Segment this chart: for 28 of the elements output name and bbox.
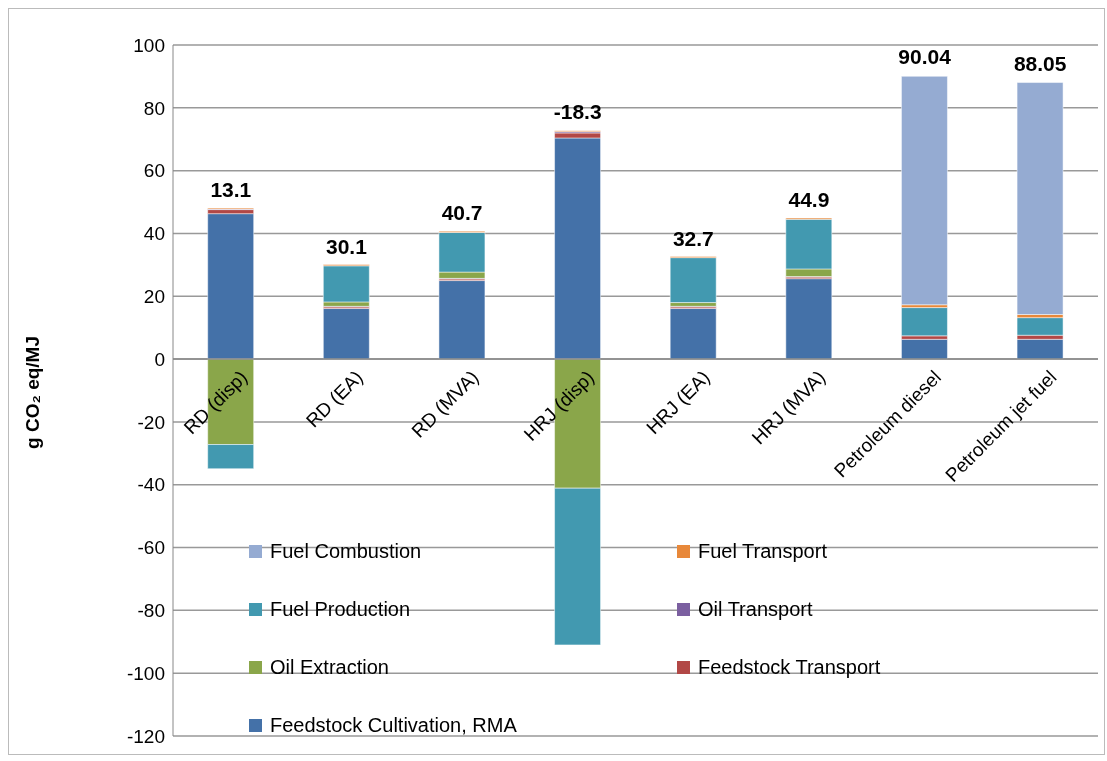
y-tick-label: -80 [137, 600, 165, 622]
total-label: 32.7 [672, 226, 714, 250]
y-axis-title: g CO₂ eq/MJ [22, 336, 43, 449]
total-label: 88.05 [1013, 51, 1067, 75]
total-label: 44.9 [788, 188, 830, 212]
legend-label: Oil Transport [698, 597, 813, 621]
y-tick-label: -60 [137, 537, 165, 559]
y-tick-label: 0 [154, 348, 165, 370]
total-label: 40.7 [441, 201, 483, 225]
y-tick-label: 100 [133, 34, 165, 56]
legend-label: Fuel Production [270, 597, 411, 621]
y-tick-label: -100 [126, 662, 165, 684]
y-tick-label: -20 [137, 411, 165, 433]
total-label: 30.1 [326, 234, 368, 258]
y-tick-label: 60 [143, 160, 165, 182]
y-tick-label: 80 [143, 97, 165, 119]
total-label: 90.04 [898, 45, 952, 69]
y-tick-label: 20 [143, 286, 165, 308]
legend-label: Feedstock Transport [698, 655, 881, 679]
y-tick-label: 40 [143, 223, 165, 245]
legend-label: Feedstock Cultivation, RMA [270, 713, 517, 737]
y-tick-label: -120 [126, 725, 165, 747]
total-label: 13.1 [210, 177, 252, 201]
legend-label: Oil Extraction [270, 655, 389, 679]
legend-label: Fuel Combustion [270, 539, 422, 563]
y-tick-label: -40 [137, 474, 165, 496]
legend-label: Fuel Transport [698, 539, 827, 563]
total-label: -18.3 [553, 100, 602, 124]
